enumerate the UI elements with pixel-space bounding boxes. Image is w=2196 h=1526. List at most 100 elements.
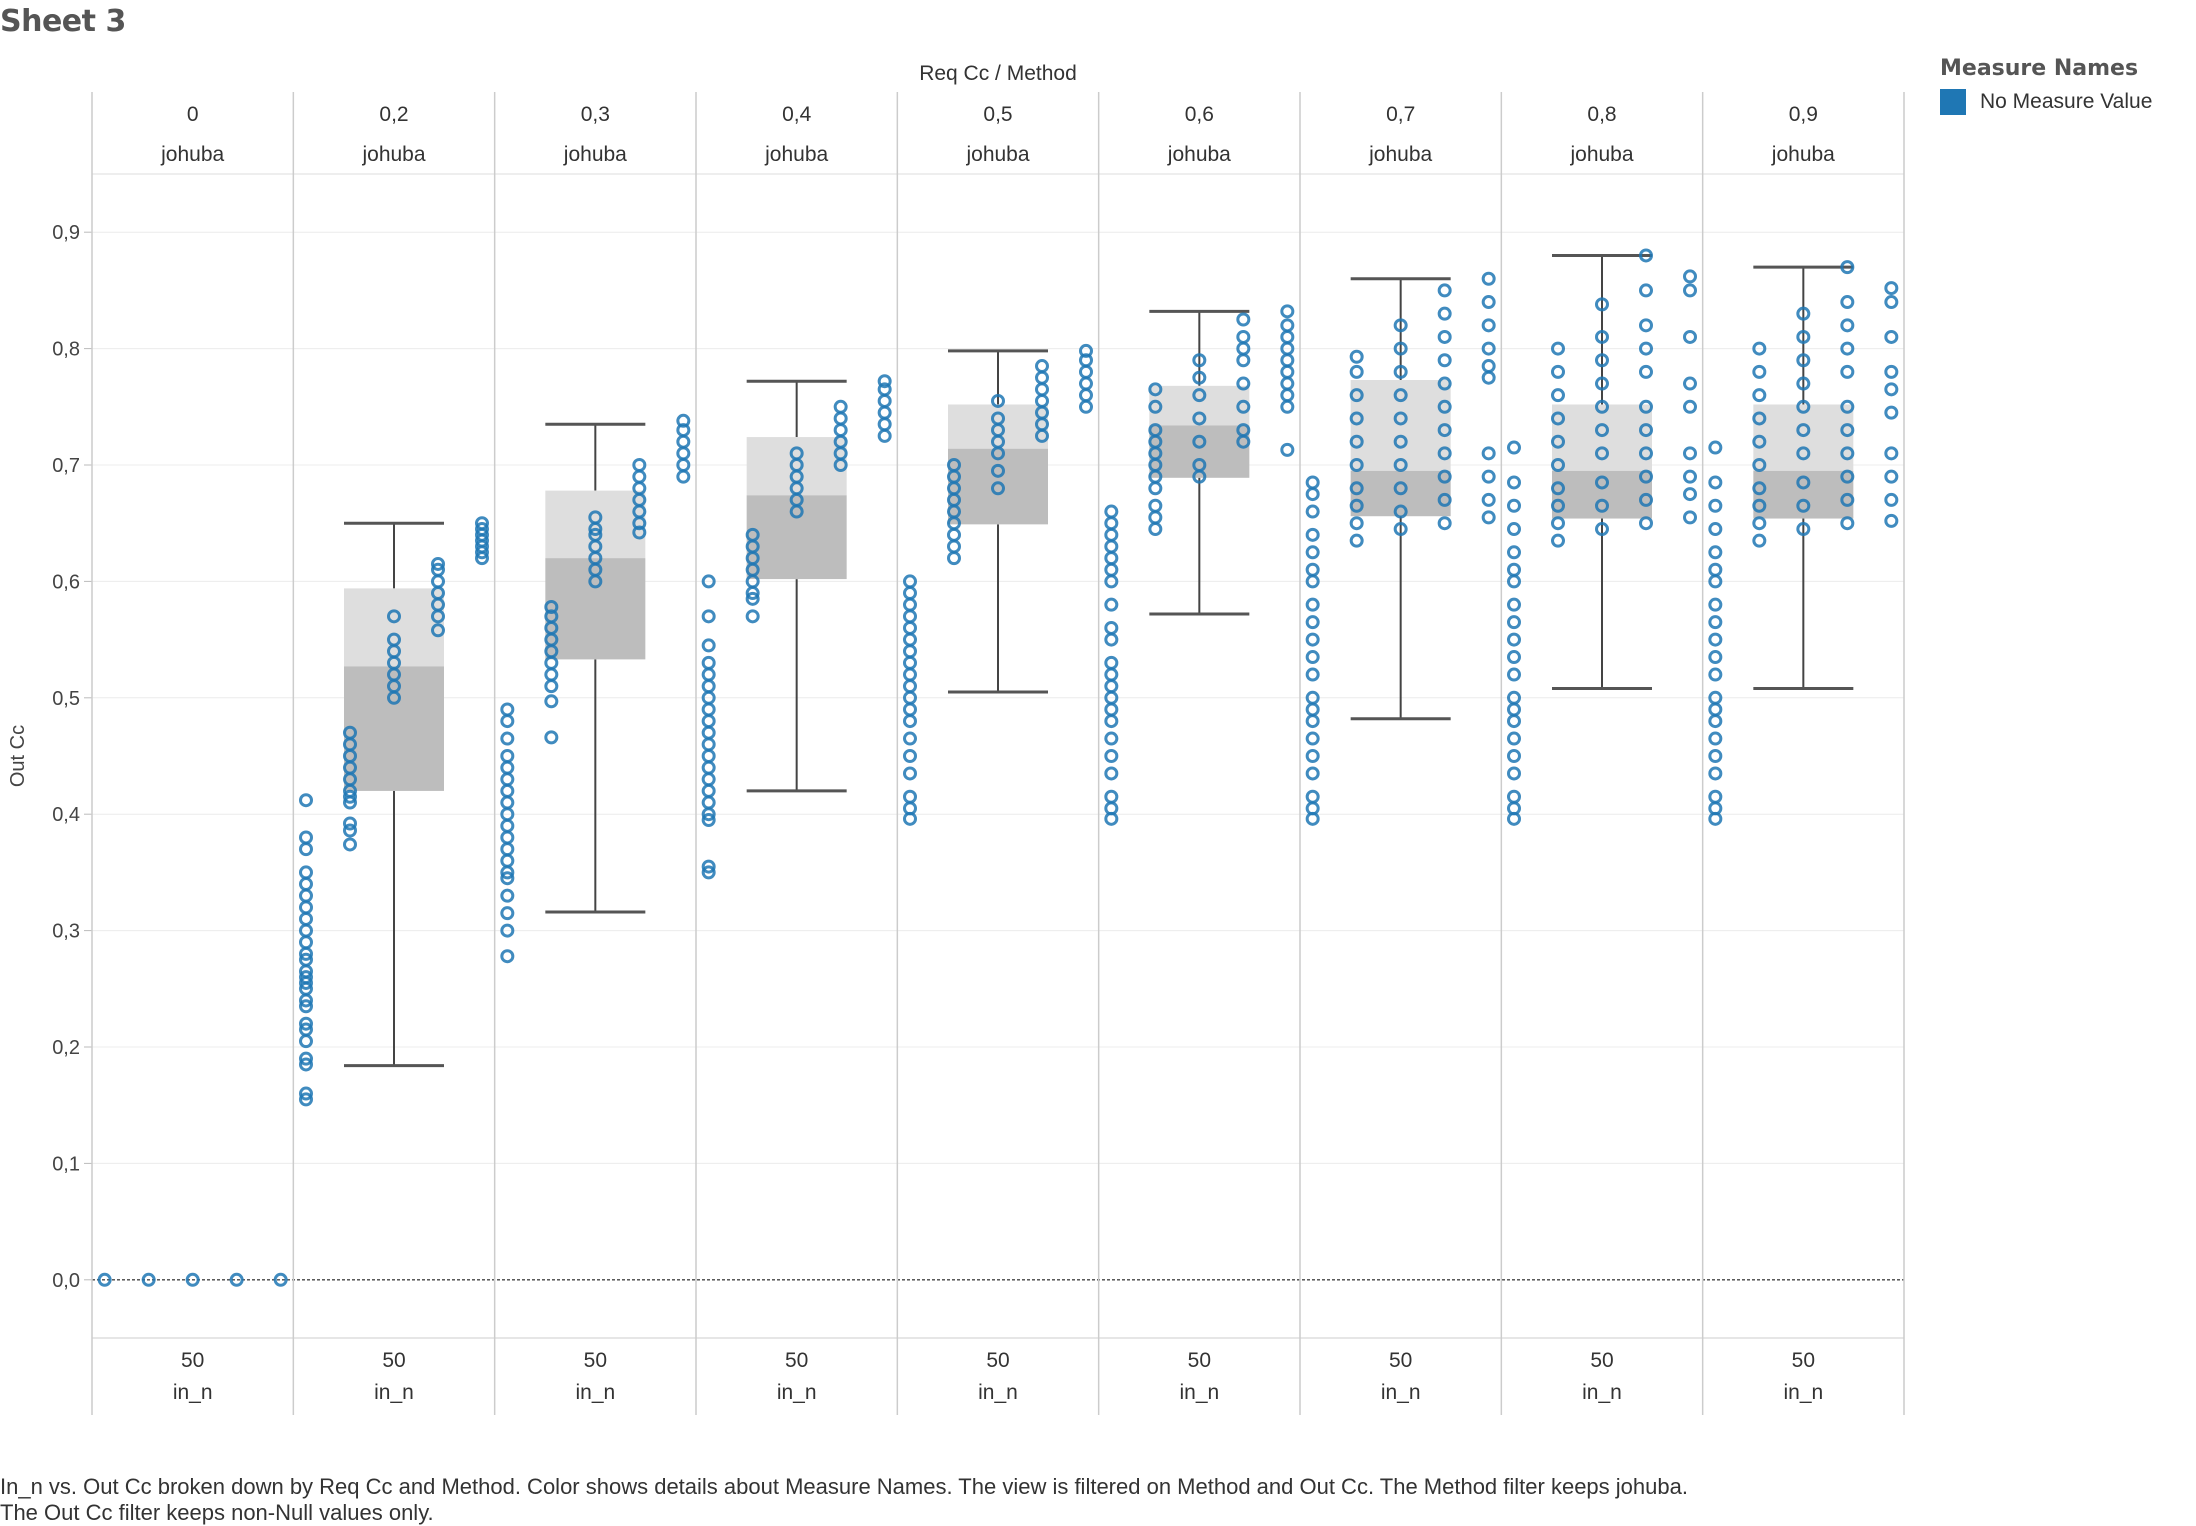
data-point bbox=[1639, 492, 1653, 507]
data-point bbox=[1305, 504, 1320, 519]
data-point bbox=[431, 562, 445, 577]
data-point bbox=[343, 816, 357, 831]
data-point bbox=[1639, 516, 1653, 531]
data-point bbox=[1280, 364, 1295, 379]
data-point bbox=[1192, 388, 1207, 403]
data-point bbox=[1305, 714, 1320, 729]
in-n-value: 50 bbox=[181, 1349, 204, 1372]
data-point bbox=[1752, 388, 1767, 403]
data-point bbox=[903, 679, 917, 694]
legend: Measure Names No Measure Value bbox=[1940, 56, 2152, 115]
data-point bbox=[1104, 789, 1119, 804]
data-point bbox=[701, 638, 716, 653]
data-point bbox=[1104, 527, 1119, 542]
data-point bbox=[701, 702, 716, 717]
data-point bbox=[1192, 458, 1207, 472]
data-point bbox=[1507, 545, 1521, 560]
data-point bbox=[500, 760, 515, 775]
data-point bbox=[1437, 516, 1452, 531]
data-point bbox=[1884, 469, 1899, 484]
data-point bbox=[1840, 318, 1855, 333]
data-point bbox=[1236, 329, 1251, 344]
data-point bbox=[1148, 510, 1163, 525]
data-point bbox=[1305, 487, 1320, 502]
data-point bbox=[1708, 615, 1723, 630]
data-point bbox=[877, 374, 892, 389]
data-point bbox=[1683, 469, 1697, 484]
data-point bbox=[1305, 527, 1320, 542]
data-point bbox=[1708, 440, 1723, 455]
data-point bbox=[1507, 749, 1521, 763]
data-point bbox=[1104, 702, 1119, 717]
data-point bbox=[1349, 349, 1364, 364]
data-point bbox=[701, 865, 716, 880]
data-point bbox=[1104, 632, 1119, 647]
data-point bbox=[299, 1057, 313, 1072]
data-point bbox=[991, 393, 1005, 408]
req-cc-header: 0,4 bbox=[782, 103, 812, 126]
data-point bbox=[1079, 388, 1093, 403]
data-point bbox=[1349, 498, 1364, 513]
data-point bbox=[1708, 702, 1723, 717]
data-point bbox=[877, 428, 892, 443]
data-point bbox=[185, 1272, 200, 1287]
data-point bbox=[903, 714, 917, 729]
data-point bbox=[1752, 498, 1767, 513]
data-point bbox=[1507, 667, 1521, 682]
data-point bbox=[299, 1016, 313, 1031]
method-header: johuba bbox=[361, 143, 425, 166]
data-point bbox=[500, 923, 515, 938]
data-point bbox=[1840, 399, 1855, 414]
data-point bbox=[1884, 446, 1899, 461]
data-point bbox=[1305, 562, 1320, 577]
in-n-label: in_n bbox=[1783, 1381, 1823, 1404]
data-point bbox=[676, 434, 691, 449]
data-point bbox=[1708, 766, 1723, 781]
data-point bbox=[903, 597, 917, 612]
data-point bbox=[1595, 353, 1609, 368]
method-header: johuba bbox=[1569, 143, 1633, 166]
method-header: johuba bbox=[1167, 143, 1231, 166]
data-point bbox=[1280, 304, 1295, 319]
data-point bbox=[1551, 458, 1565, 472]
data-point bbox=[1683, 487, 1697, 502]
y-tick-label: 0,3 bbox=[52, 921, 80, 943]
data-point bbox=[1507, 440, 1521, 455]
data-point bbox=[1349, 481, 1364, 496]
data-point bbox=[1236, 376, 1251, 391]
data-point bbox=[947, 527, 961, 542]
data-point bbox=[500, 783, 515, 798]
data-point bbox=[1280, 318, 1295, 333]
data-point bbox=[500, 749, 515, 763]
data-point bbox=[701, 795, 716, 810]
data-point bbox=[1104, 620, 1119, 635]
data-point bbox=[1683, 329, 1697, 344]
data-point bbox=[1708, 714, 1723, 729]
data-point bbox=[475, 522, 489, 537]
in-n-value: 50 bbox=[986, 1349, 1009, 1372]
legend-item[interactable]: No Measure Value bbox=[1940, 89, 2152, 115]
data-point bbox=[431, 623, 445, 638]
data-point bbox=[1192, 353, 1207, 368]
data-point bbox=[1349, 434, 1364, 449]
data-point bbox=[1437, 306, 1452, 321]
data-point bbox=[877, 382, 892, 397]
data-point bbox=[1840, 341, 1855, 356]
data-point bbox=[903, 766, 917, 781]
data-point bbox=[273, 1272, 288, 1287]
data-point bbox=[1507, 522, 1521, 537]
data-point bbox=[299, 1051, 313, 1066]
data-point bbox=[1507, 562, 1521, 577]
data-point bbox=[947, 539, 961, 554]
data-point bbox=[1752, 341, 1767, 356]
data-point bbox=[1437, 283, 1452, 298]
data-point bbox=[1437, 329, 1452, 344]
data-point bbox=[903, 789, 917, 804]
data-point bbox=[1708, 690, 1723, 705]
caption: In_n vs. Out Cc broken down by Req Cc an… bbox=[0, 1474, 1688, 1526]
in-n-label: in_n bbox=[1179, 1381, 1219, 1404]
box-lower-half bbox=[344, 666, 444, 791]
in-n-value: 50 bbox=[1389, 1349, 1412, 1372]
data-point bbox=[1148, 522, 1163, 537]
y-axis-label: Out Cc bbox=[7, 725, 29, 787]
